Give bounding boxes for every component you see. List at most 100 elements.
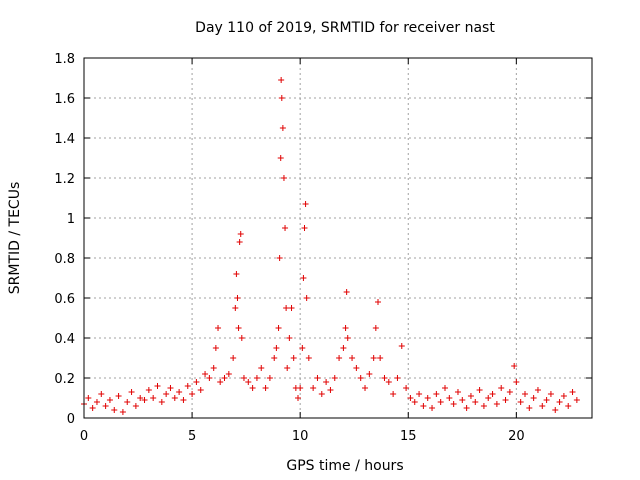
data-point bbox=[526, 405, 533, 411]
data-point bbox=[547, 391, 554, 397]
y-tick-label: 0.2 bbox=[54, 372, 75, 387]
data-point bbox=[472, 399, 479, 405]
data-point bbox=[301, 225, 308, 231]
data-point bbox=[273, 345, 280, 351]
data-point bbox=[154, 383, 161, 389]
data-point bbox=[349, 355, 356, 361]
data-point bbox=[556, 399, 563, 405]
y-tick-label: 0.6 bbox=[54, 292, 75, 307]
data-point bbox=[476, 387, 483, 393]
data-point bbox=[193, 379, 200, 385]
y-tick-label: 1 bbox=[67, 212, 75, 227]
data-point bbox=[235, 325, 242, 331]
data-point bbox=[530, 395, 537, 401]
data-point bbox=[398, 343, 405, 349]
data-point bbox=[249, 385, 256, 391]
data-point bbox=[290, 355, 297, 361]
data-point bbox=[236, 239, 243, 245]
data-point bbox=[539, 403, 546, 409]
data-point bbox=[534, 387, 541, 393]
data-point bbox=[278, 95, 285, 101]
data-point bbox=[340, 345, 347, 351]
data-point bbox=[210, 365, 217, 371]
data-point bbox=[98, 391, 105, 397]
data-point bbox=[302, 201, 309, 207]
data-point bbox=[225, 371, 232, 377]
data-point bbox=[119, 409, 126, 415]
data-point bbox=[215, 325, 222, 331]
data-point bbox=[180, 397, 187, 403]
data-point bbox=[212, 345, 219, 351]
data-point bbox=[323, 379, 330, 385]
data-point bbox=[513, 379, 520, 385]
data-point bbox=[232, 305, 239, 311]
data-point bbox=[433, 391, 440, 397]
y-axis-label: SRMTID / TECUs bbox=[7, 182, 23, 295]
data-point bbox=[327, 387, 334, 393]
data-point bbox=[377, 355, 384, 361]
data-point bbox=[463, 405, 470, 411]
data-point bbox=[424, 395, 431, 401]
data-point bbox=[284, 365, 291, 371]
data-point bbox=[89, 405, 96, 411]
y-tick-label: 1.6 bbox=[54, 92, 75, 107]
data-point bbox=[370, 355, 377, 361]
y-tick-label: 0 bbox=[67, 412, 75, 427]
data-point bbox=[573, 397, 580, 403]
data-point bbox=[106, 397, 113, 403]
chart-title: Day 110 of 2019, SRMTID for receiver nas… bbox=[195, 20, 495, 36]
data-point bbox=[111, 407, 118, 413]
data-point bbox=[128, 389, 135, 395]
data-point bbox=[234, 295, 241, 301]
data-point bbox=[374, 299, 381, 305]
data-point bbox=[132, 403, 139, 409]
data-point bbox=[437, 399, 444, 405]
data-point bbox=[517, 399, 524, 405]
data-point bbox=[253, 375, 260, 381]
y-tick-label: 1.2 bbox=[54, 172, 75, 187]
data-point bbox=[331, 375, 338, 381]
data-point bbox=[569, 389, 576, 395]
data-point bbox=[498, 385, 505, 391]
data-point bbox=[102, 403, 109, 409]
data-point bbox=[411, 399, 418, 405]
data-point bbox=[262, 385, 269, 391]
plot-frame bbox=[83, 57, 593, 419]
data-point bbox=[202, 371, 209, 377]
data-point bbox=[446, 395, 453, 401]
data-point bbox=[233, 271, 240, 277]
x-axis-label: GPS time / hours bbox=[286, 458, 403, 474]
data-point bbox=[381, 375, 388, 381]
data-points bbox=[81, 77, 580, 415]
data-point bbox=[560, 393, 567, 399]
data-point bbox=[442, 385, 449, 391]
data-point bbox=[310, 385, 317, 391]
data-point bbox=[459, 397, 466, 403]
data-point bbox=[197, 387, 204, 393]
data-point bbox=[171, 395, 178, 401]
data-point bbox=[266, 375, 273, 381]
data-point bbox=[565, 403, 572, 409]
data-point bbox=[305, 355, 312, 361]
data-point bbox=[362, 385, 369, 391]
data-point bbox=[167, 385, 174, 391]
data-point bbox=[137, 395, 144, 401]
data-point bbox=[238, 335, 245, 341]
data-point bbox=[480, 403, 487, 409]
data-point bbox=[237, 231, 244, 237]
data-point bbox=[506, 389, 513, 395]
data-point bbox=[217, 379, 224, 385]
data-point bbox=[295, 395, 302, 401]
y-tick-label: 1.8 bbox=[54, 52, 75, 67]
x-tick-label: 0 bbox=[80, 429, 88, 444]
data-point bbox=[280, 175, 287, 181]
data-point bbox=[93, 399, 100, 405]
data-point bbox=[124, 399, 131, 405]
data-point bbox=[344, 335, 351, 341]
data-point bbox=[158, 399, 165, 405]
data-point bbox=[221, 375, 228, 381]
x-tick-label: 15 bbox=[400, 429, 417, 444]
data-point bbox=[552, 407, 559, 413]
data-point bbox=[176, 389, 183, 395]
